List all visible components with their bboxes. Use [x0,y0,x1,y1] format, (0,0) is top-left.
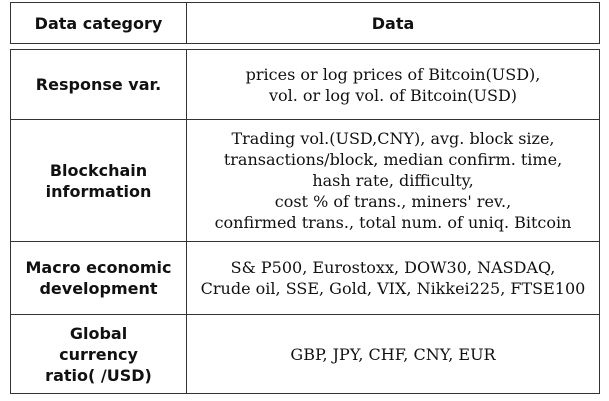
data-line: Crude oil, SSE, Gold, VIX, Nikkei225, FT… [200,279,586,298]
data-line: hash rate, difficulty, [312,171,474,190]
data-line: vol. or log vol. of Bitcoin(USD) [268,85,518,105]
table-row: Global currency ratio( /USD) GBP, JPY, C… [10,314,600,394]
category-cell: Response var. [10,49,187,120]
category-line: Global [69,323,128,343]
data-line: GBP, JPY, CHF, CNY, EUR [290,344,496,364]
category-line: ratio( /USD) [45,365,152,385]
category-line: development [39,279,158,298]
data-category-table: Data category Data Response var. prices … [10,2,600,394]
category-line: currency [59,344,138,364]
category-line: Macro economic [25,258,172,277]
category-line: Blockchain [49,160,148,180]
data-line: transactions/block, median confirm. time… [223,150,563,169]
header-data: Data [186,2,600,44]
category-line: Response var. [35,75,162,94]
table-header-row: Data category Data [10,2,600,44]
data-line: Trading vol.(USD,CNY), avg. block size, [231,129,555,148]
data-cell: Trading vol.(USD,CNY), avg. block size, … [186,119,600,242]
data-line: cost % of trans., miners' rev., [274,192,512,211]
data-cell: S& P500, Eurostoxx, DOW30, NASDAQ, Crude… [186,241,600,315]
category-cell: Blockchain information [10,119,187,242]
category-cell: Macro economic development [10,241,187,315]
data-cell: GBP, JPY, CHF, CNY, EUR [186,314,600,394]
header-data-category: Data category [10,2,187,44]
table-row: Response var. prices or log prices of Bi… [10,49,600,120]
table-row: Macro economic development S& P500, Euro… [10,241,600,315]
data-line: prices or log prices of Bitcoin(USD), [245,64,541,84]
data-cell: prices or log prices of Bitcoin(USD), vo… [186,49,600,120]
category-cell: Global currency ratio( /USD) [10,314,187,394]
data-line: S& P500, Eurostoxx, DOW30, NASDAQ, [230,258,556,277]
data-line: confirmed trans., total num. of uniq. Bi… [214,213,572,232]
category-line: information [45,181,152,201]
table-row: Blockchain information Trading vol.(USD,… [10,119,600,242]
